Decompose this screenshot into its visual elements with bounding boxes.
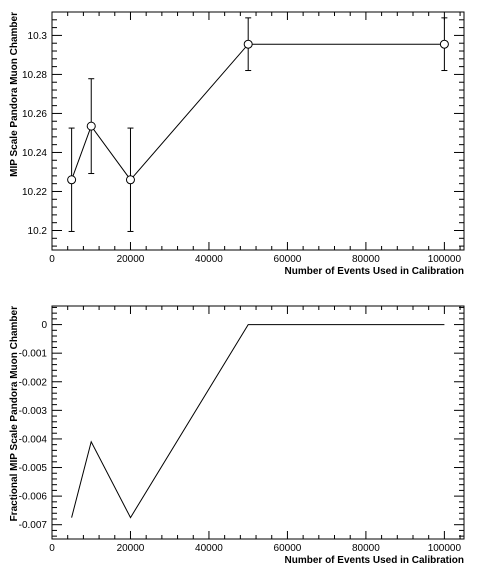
data-point xyxy=(243,39,253,49)
y-tick-label: 10.24 xyxy=(22,148,47,159)
x-tick-label: 80000 xyxy=(352,543,380,554)
x-tick-label: 100000 xyxy=(428,254,462,265)
y-tick-label: -0.005 xyxy=(19,463,48,474)
y-tick-label: -0.002 xyxy=(19,377,48,388)
y-tick-label: -0.001 xyxy=(19,349,48,360)
bottom-chart-y-axis-label: Fractional MIP Scale Pandora Muon Chambe… xyxy=(9,306,20,522)
y-tick-label: -0.006 xyxy=(19,492,48,503)
x-tick-label: 0 xyxy=(49,543,55,554)
data-point xyxy=(125,175,135,185)
bottom-chart-x-axis-label: Number of Events Used in Calibration xyxy=(285,555,464,566)
x-tick-label: 40000 xyxy=(195,543,223,554)
bottom-chart-frame xyxy=(51,305,465,540)
data-point xyxy=(86,121,96,131)
top-chart-series-line xyxy=(71,43,445,181)
data-point xyxy=(67,175,77,185)
bottom-chart-x-axis: 0 20000 40000 60000 80000 100000 xyxy=(49,306,462,554)
y-tick-label: 10.22 xyxy=(22,187,47,198)
bottom-chart-y-axis: 0 -0.001 -0.002 -0.003 -0.004 -0.005 -0.006 -0.… xyxy=(19,306,464,537)
top-chart: 0 20000 40000 60000 80000 100000 10.210.2210.… xyxy=(9,11,465,277)
top-chart-x-axis-label: Number of Events Used in Calibration xyxy=(285,266,464,277)
y-tick-label: -0.007 xyxy=(19,520,48,531)
x-tick-label: 100000 xyxy=(428,543,462,554)
bottom-chart: 0 20000 40000 60000 80000 100000 0 -0.001 -0.00… xyxy=(9,305,465,566)
top-chart-x-axis: 0 20000 40000 60000 80000 100000 xyxy=(49,12,462,265)
data-point xyxy=(439,39,449,49)
bottom-chart-series-line xyxy=(71,324,445,519)
x-tick-label: 20000 xyxy=(117,254,145,265)
top-chart-frame xyxy=(51,11,465,251)
y-tick-label: 10.26 xyxy=(22,109,47,120)
x-tick-label: 60000 xyxy=(274,543,302,554)
y-tick-label: 10.2 xyxy=(28,226,48,237)
y-tick-label: 10.28 xyxy=(22,70,47,81)
top-chart-y-axis: 10.2 10.22 10.24 10.26 10.28 10.3 xyxy=(22,11,464,247)
top-chart-points xyxy=(67,17,449,232)
x-tick-label: 0 xyxy=(49,254,55,265)
top-chart-y-axis-label: MIP Scale Pandora Muon Chamber xyxy=(9,12,20,177)
x-tick-label: 80000 xyxy=(352,254,380,265)
x-tick-label: 60000 xyxy=(274,254,302,265)
y-tick-label: 10.3 xyxy=(28,31,48,42)
y-tick-label: -0.004 xyxy=(19,434,48,445)
y-tick-label: 0 xyxy=(41,320,47,331)
x-tick-label: 20000 xyxy=(117,543,145,554)
y-tick-label: -0.003 xyxy=(19,406,48,417)
x-tick-label: 40000 xyxy=(195,254,223,265)
